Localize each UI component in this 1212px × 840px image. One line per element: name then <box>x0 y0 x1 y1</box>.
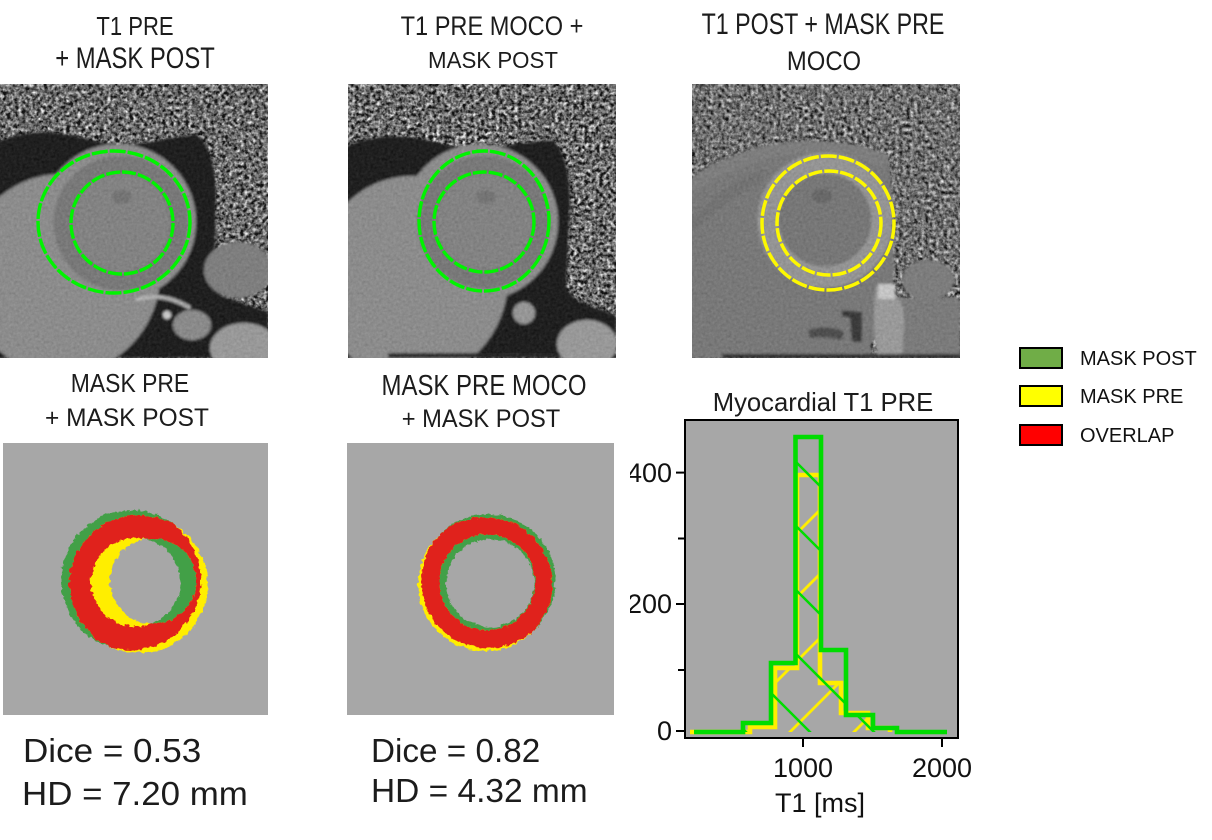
svg-text:T1 [ms]: T1 [ms] <box>775 788 865 818</box>
svg-text:200: 200 <box>630 589 672 619</box>
svg-text:MASK POST: MASK POST <box>1080 348 1197 370</box>
svg-text:0: 0 <box>657 716 672 746</box>
svg-text:OVERLAP: OVERLAP <box>1080 425 1174 447</box>
svg-text:2000: 2000 <box>912 753 972 783</box>
svg-text:MASK PRE: MASK PRE <box>1080 386 1183 408</box>
svg-text:1000: 1000 <box>773 753 833 783</box>
svg-text:400: 400 <box>630 458 672 488</box>
